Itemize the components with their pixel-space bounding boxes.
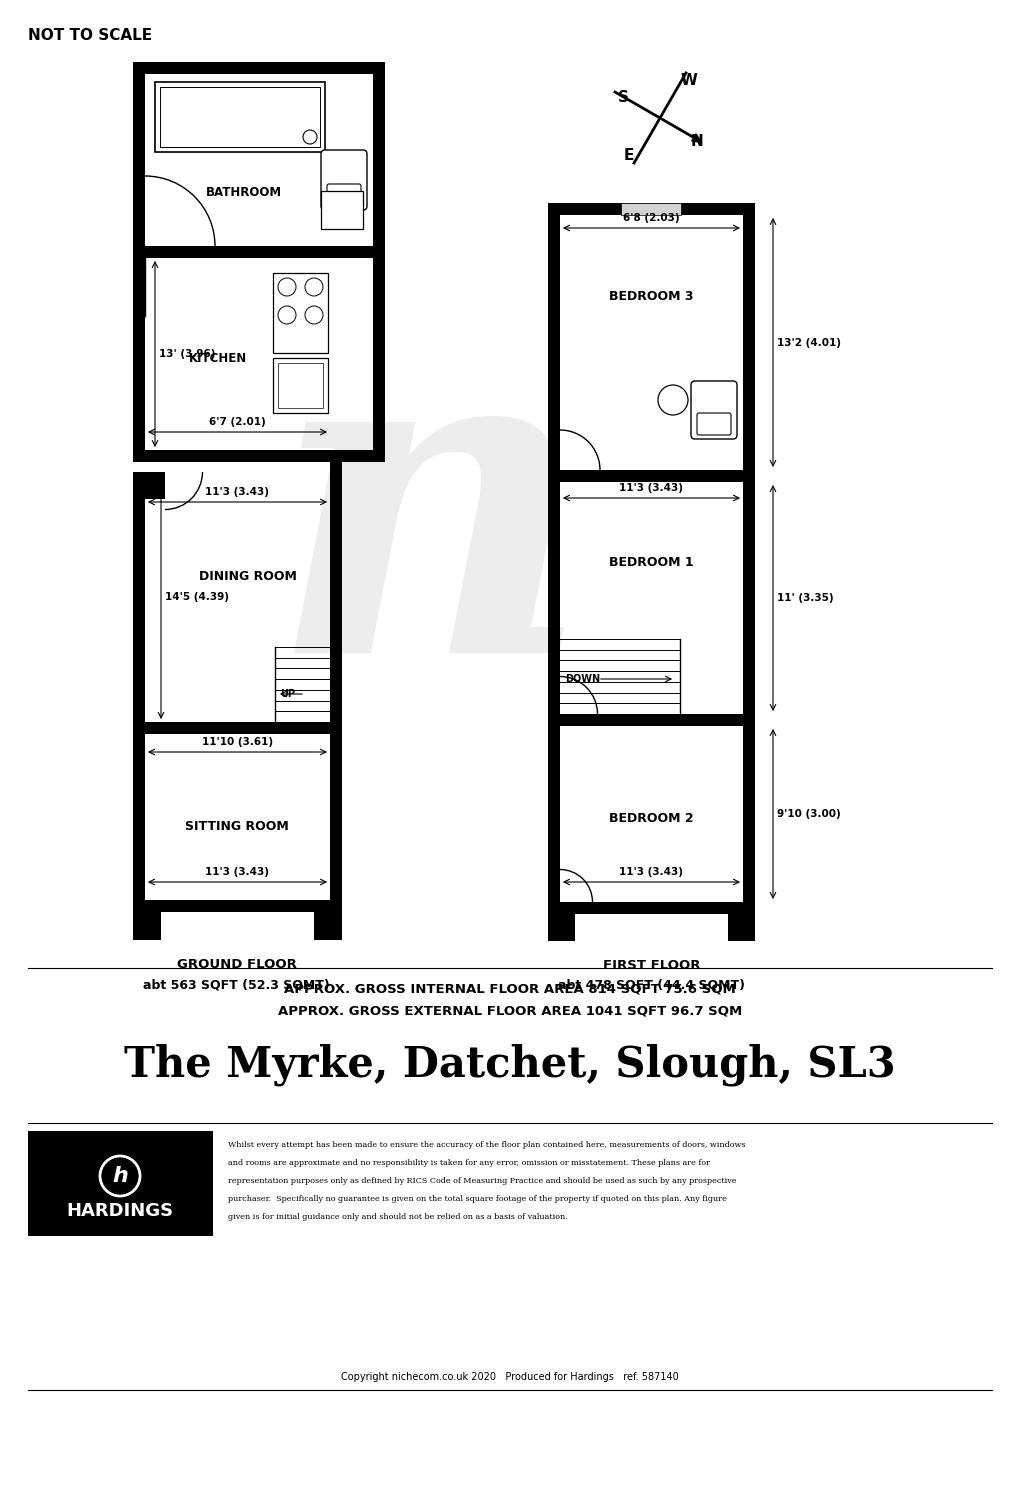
Text: 11'3 (3.43): 11'3 (3.43) [619,483,683,493]
Text: DOWN: DOWN [565,674,599,685]
Text: Copyright nichecom.co.uk 2020   Produced for Hardings   ref. 587140: Copyright nichecom.co.uk 2020 Produced f… [340,1372,679,1383]
Bar [547,483,559,714]
Bar [547,726,559,901]
Text: BEDROOM 3: BEDROOM 3 [608,290,693,303]
Bar [742,726,754,901]
Bar [547,203,559,483]
Bar [278,362,323,408]
Bar [132,734,145,900]
Text: HARDINGS: HARDINGS [66,1201,173,1221]
Circle shape [278,278,296,296]
Bar [547,714,754,726]
Circle shape [657,385,688,414]
Text: APPROX. GROSS EXTERNAL FLOOR AREA 1041 SQFT 96.7 SQM: APPROX. GROSS EXTERNAL FLOOR AREA 1041 S… [277,1004,742,1017]
FancyBboxPatch shape [696,413,731,435]
Bar [155,82,325,151]
FancyBboxPatch shape [327,184,361,206]
Bar [132,472,165,499]
Bar [742,483,754,714]
Bar [330,472,341,722]
Bar [132,472,145,722]
Bar [132,450,384,462]
Text: and rooms are approximate and no responsibility is taken for any error, omission: and rooms are approximate and no respons… [228,1158,709,1167]
Bar [145,247,215,258]
Text: S: S [616,89,628,104]
Bar [321,192,363,229]
Circle shape [303,131,317,144]
Bar [28,1132,213,1236]
Text: APPROX. GROSS INTERNAL FLOOR AREA 814 SQFT 75.6 SQM: APPROX. GROSS INTERNAL FLOOR AREA 814 SQ… [284,982,735,995]
Bar [132,62,384,74]
Text: n: n [268,315,591,745]
Text: 14'5 (4.39): 14'5 (4.39) [165,593,229,601]
Text: purchaser.  Specifically no guarantee is given on the total square footage of th: purchaser. Specifically no guarantee is … [228,1195,727,1203]
FancyBboxPatch shape [690,382,737,440]
Text: NOT TO SCALE: NOT TO SCALE [28,28,152,43]
Text: BATHROOM: BATHROOM [206,186,282,199]
Bar [742,203,754,483]
Text: 11' (3.35): 11' (3.35) [776,593,833,603]
Text: abt 478 SQFT (44.4 SQMT): abt 478 SQFT (44.4 SQMT) [557,979,744,992]
Text: BEDROOM 1: BEDROOM 1 [608,555,693,569]
Bar [273,273,328,353]
Bar [273,358,328,413]
Text: KITCHEN: KITCHEN [189,352,247,364]
Bar [547,203,754,215]
Circle shape [305,306,323,324]
Text: Whilst every attempt has been made to ensure the accuracy of the floor plan cont: Whilst every attempt has been made to en… [228,1140,745,1149]
Bar [132,722,341,734]
FancyBboxPatch shape [321,150,367,209]
Text: SITTING ROOM: SITTING ROOM [184,820,288,833]
Bar [132,900,341,912]
Text: given is for initial guidance only and should not be relied on as a basis of val: given is for initial guidance only and s… [228,1213,568,1221]
Text: 11'10 (3.61): 11'10 (3.61) [202,737,273,747]
Text: 6'7 (2.01): 6'7 (2.01) [209,417,266,428]
Text: 13' (3.96): 13' (3.96) [159,349,215,359]
Circle shape [305,278,323,296]
Text: h: h [112,1166,127,1187]
Text: 11'3 (3.43): 11'3 (3.43) [205,487,269,497]
Bar [160,88,320,147]
Bar [132,258,145,462]
Text: The Myrke, Datchet, Slough, SL3: The Myrke, Datchet, Slough, SL3 [124,1042,895,1086]
Bar [728,913,754,941]
Bar [132,247,384,258]
Bar [547,901,754,913]
Text: UP: UP [280,689,294,699]
Text: N: N [690,134,703,149]
Bar [330,734,341,900]
Text: 9'10 (3.00): 9'10 (3.00) [776,809,840,820]
Bar [547,469,754,483]
Bar [330,450,341,484]
Bar [330,450,384,462]
Text: 6'8 (2.03): 6'8 (2.03) [623,212,679,223]
Text: DINING ROOM: DINING ROOM [199,570,297,584]
Bar [373,258,384,462]
Text: FIRST FLOOR: FIRST FLOOR [602,959,700,973]
Text: representation purposes only as defined by RICS Code of Measuring Practice and s: representation purposes only as defined … [228,1178,736,1185]
Text: abt 563 SQFT (52.3 SQMT): abt 563 SQFT (52.3 SQMT) [143,979,329,990]
Bar [373,62,384,258]
Text: 11'3 (3.43): 11'3 (3.43) [619,867,683,878]
Bar [621,203,681,215]
Text: E: E [624,147,634,162]
Bar [547,913,575,941]
Bar [314,912,341,940]
Text: BEDROOM 2: BEDROOM 2 [608,811,693,824]
Text: 13'2 (4.01): 13'2 (4.01) [776,337,841,347]
Bar [132,912,161,940]
Text: 11'3 (3.43): 11'3 (3.43) [205,867,269,878]
Text: GROUND FLOOR: GROUND FLOOR [176,958,297,971]
Bar [132,62,145,258]
Text: W: W [680,73,697,89]
Circle shape [278,306,296,324]
